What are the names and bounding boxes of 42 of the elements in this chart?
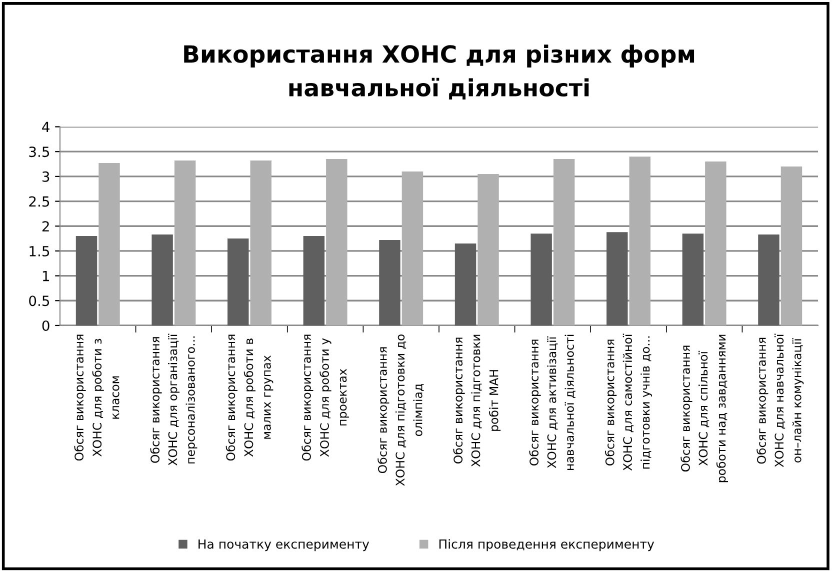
x-tick-label: Обсяг використання ХОНС для активізації навчальної діяльності (529, 334, 576, 470)
x-tick-label: Обсяг використання ХОНС для самостійної підготовки учнів до... (604, 334, 652, 471)
y-tick-label: 1 (42, 270, 49, 282)
bar (629, 156, 650, 326)
x-tick-label: Обсяг використання ХОНС для підготовки до олімпіад (378, 334, 424, 486)
bar (250, 160, 272, 326)
bar (553, 159, 575, 326)
x-tick-label: Обсяг використання ХОНС для спільної роботи над завданнями (680, 334, 728, 482)
legend-label: Після проведення експерименту (439, 539, 654, 552)
bar (326, 159, 348, 326)
y-tick-label: 2 (42, 221, 49, 232)
x-tick-label: Обсяг використання ХОНС для роботи в малих групах (226, 334, 274, 461)
bar (705, 162, 726, 326)
bar (174, 160, 196, 326)
bar (780, 166, 802, 326)
y-tick-label: 3.5 (29, 146, 50, 158)
y-tick-label: 0.5 (29, 296, 50, 306)
bar (682, 234, 704, 326)
legend-label: На початку експерименту (198, 539, 370, 552)
x-tick-label: Обсяг використання ХОНС для роботи у проектах (302, 334, 349, 461)
x-tick-label: Обсяг використання ХОНС для навчальної он–лайн комунікації (756, 334, 804, 468)
x-tick-label: Обсяг використання ХОНС для підготовки робіт МАН (453, 334, 501, 467)
bar (76, 236, 98, 326)
bar (379, 240, 400, 326)
chart-title: Використання ХОНС для різних форм навчальної діяльності (184, 44, 694, 100)
x-tick-label: Обсяг використання ХОНС для організації персоналізованого... (150, 334, 198, 466)
bar (478, 174, 499, 326)
bar (98, 163, 120, 326)
x-tick-label: Обсяг використання ХОНС для роботи з класом (74, 334, 120, 461)
y-tick-label: 4 (42, 122, 50, 132)
bar (606, 232, 628, 326)
y-tick-label: 2.5 (29, 196, 50, 207)
bar (303, 236, 325, 326)
bar (152, 234, 173, 326)
bar (758, 234, 780, 326)
y-tick-label: 3 (42, 171, 50, 182)
bar (228, 238, 249, 326)
bar (454, 244, 476, 326)
y-tick-label: 0 (42, 320, 50, 331)
bar (530, 234, 552, 326)
y-tick-label: 1.5 (30, 246, 50, 256)
bar (402, 171, 424, 326)
